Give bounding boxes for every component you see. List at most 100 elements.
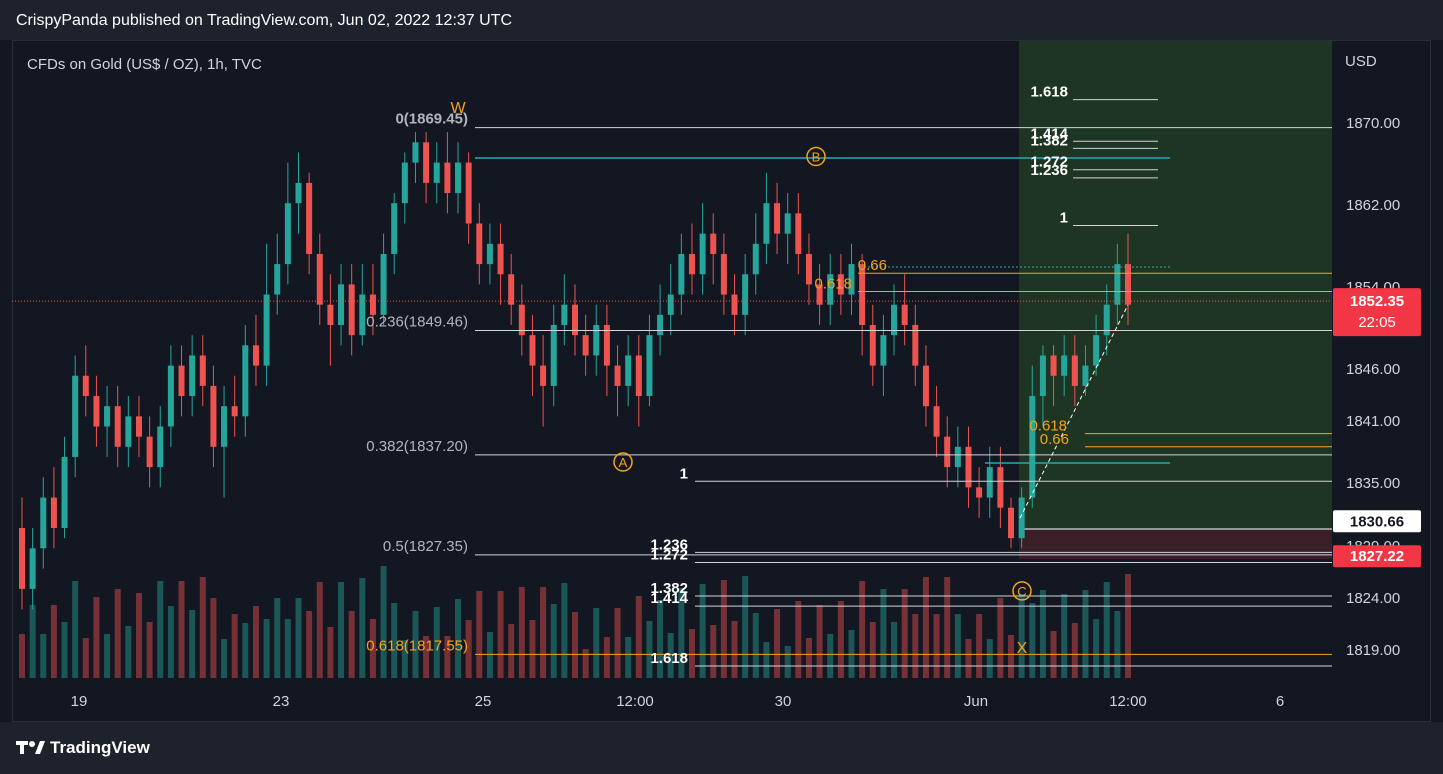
volume-bar xyxy=(82,638,89,678)
candle-body xyxy=(93,396,100,427)
orange-fib-label: 0.618 xyxy=(814,276,852,293)
candle-body xyxy=(380,253,387,315)
volume-bar xyxy=(476,591,483,678)
publisher-header: CrispyPanda published on TradingView.com… xyxy=(0,0,1443,40)
candle-body xyxy=(805,253,812,285)
time-tick: 6 xyxy=(1276,693,1284,710)
candle-body xyxy=(763,203,770,244)
volume-bar xyxy=(316,582,323,678)
candle-body xyxy=(1125,264,1131,305)
candle-body xyxy=(550,325,557,386)
orange-fib-label: 0.618 xyxy=(1029,418,1067,435)
upper-extension-label: 1.236 xyxy=(1030,162,1068,179)
volume-bar xyxy=(61,622,68,678)
tradingview-logo-icon xyxy=(16,741,45,754)
volume-bar xyxy=(699,584,706,678)
volume-bar xyxy=(1071,623,1078,678)
volume-bar xyxy=(720,580,727,678)
candle-body xyxy=(816,284,823,305)
volume-bar xyxy=(667,633,674,678)
volume-bar xyxy=(986,639,993,678)
footer xyxy=(0,722,1443,774)
price-badge xyxy=(1333,288,1421,337)
candle-body xyxy=(1071,355,1078,386)
price-badge-countdown: 22:05 xyxy=(1358,314,1396,331)
volume-bar xyxy=(582,649,589,678)
candle-body xyxy=(582,335,589,356)
candle-body xyxy=(295,182,302,204)
candle-body xyxy=(710,233,717,254)
candle-body xyxy=(359,294,366,336)
retracement-label: 0.618(1817.55) xyxy=(366,637,468,654)
candle-body xyxy=(742,274,749,315)
volume-bar xyxy=(263,619,270,678)
volume-bar xyxy=(508,624,515,678)
volume-bar xyxy=(922,577,929,678)
volume-bar xyxy=(497,591,504,678)
candle-body xyxy=(848,264,855,295)
candle-body xyxy=(433,162,440,183)
volume-bar xyxy=(1061,594,1068,678)
candle-body xyxy=(210,385,217,447)
price-tick: 1846.00 xyxy=(1346,361,1400,378)
price-chart[interactable]: 0(1869.45) 0.236(1849.46) 0.382(1837.20) 0.… xyxy=(0,0,1443,722)
volume-bar xyxy=(933,614,940,678)
volume-bar xyxy=(784,646,791,678)
volume-bar xyxy=(1093,619,1100,678)
candle-body xyxy=(912,325,919,366)
candle-body xyxy=(976,487,983,498)
volume-bar xyxy=(210,598,217,678)
candle-body xyxy=(614,365,621,386)
volume-bar xyxy=(19,634,25,678)
volume-bar xyxy=(561,583,568,678)
volume-bar xyxy=(688,629,695,678)
volume-bar xyxy=(1018,594,1025,678)
upper-extension-label: 1.382 xyxy=(1030,132,1068,149)
volume-bar xyxy=(795,601,802,678)
projection-line xyxy=(1019,304,1129,519)
volume-bar xyxy=(965,639,972,678)
volume-bar xyxy=(614,608,621,678)
volume-bar xyxy=(295,598,302,678)
candle-body xyxy=(125,416,132,447)
candle-body xyxy=(252,345,259,366)
volume-bar xyxy=(242,623,249,678)
candle-body xyxy=(274,264,281,295)
wave-circle xyxy=(613,452,633,472)
candle-body xyxy=(199,355,206,386)
retracement-label: 0.5(1827.35) xyxy=(383,538,468,555)
lower-extension-label: 1.272 xyxy=(650,547,688,564)
volume-bar xyxy=(1125,574,1131,678)
price-badge xyxy=(1333,545,1421,568)
candle-body xyxy=(50,497,57,528)
volume-bar xyxy=(816,605,823,678)
candle-body xyxy=(391,203,398,254)
price-badge-value: 1852.35 xyxy=(1350,293,1404,310)
profit-zone xyxy=(1019,41,1332,529)
volume-bar xyxy=(550,604,557,678)
fib-lines xyxy=(12,99,1332,667)
candle-body xyxy=(167,365,174,427)
candle-body xyxy=(859,264,866,325)
candle-body xyxy=(774,203,781,234)
candle-body xyxy=(72,375,79,457)
candle-body xyxy=(752,243,759,275)
candle-body xyxy=(508,274,515,305)
volume-bar xyxy=(635,596,642,678)
retracement-label: 0.382(1837.20) xyxy=(366,438,468,455)
candle-body xyxy=(540,365,547,386)
candle-body xyxy=(603,325,610,366)
volume-bar xyxy=(455,599,462,678)
candle-body xyxy=(306,182,313,254)
tradingview-logo[interactable]: TradingView xyxy=(16,736,150,758)
volume-bar xyxy=(837,601,844,678)
lower-extension-label: 1 xyxy=(680,465,688,482)
upper-extension-label: 1.414 xyxy=(1030,125,1068,142)
candle-body xyxy=(678,253,685,295)
volume-bar xyxy=(327,627,334,678)
upper-extension-label: 1.618 xyxy=(1030,84,1068,101)
volume-bar xyxy=(167,606,174,678)
candle-body xyxy=(1103,304,1110,336)
price-tick: 1870.00 xyxy=(1346,115,1400,132)
trade-zones xyxy=(1019,41,1332,559)
